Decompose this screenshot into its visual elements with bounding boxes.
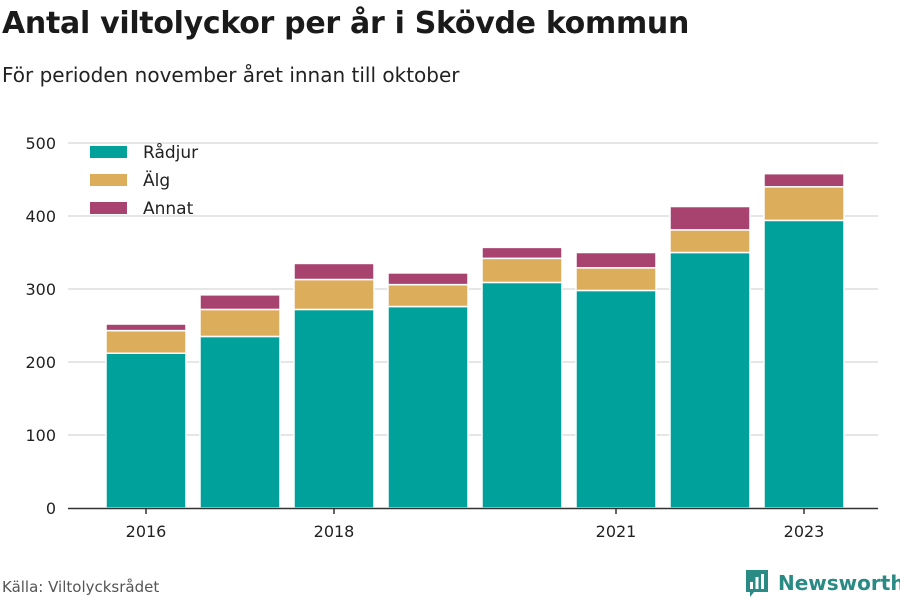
- x-tick-label: 2021: [596, 522, 637, 541]
- bar-segment: [763, 186, 845, 222]
- bar-segment: [105, 323, 187, 332]
- bar-segment: [669, 229, 751, 254]
- bar-segment: [387, 305, 469, 509]
- legend-label: Rådjur: [143, 142, 198, 163]
- bar-segment: [105, 329, 187, 354]
- source-note: Källa: Viltolycksrådet: [2, 578, 160, 596]
- legend-swatch: [90, 202, 127, 214]
- legend-label: Annat: [143, 199, 194, 219]
- bar-segment: [763, 172, 845, 188]
- bar-segment: [763, 219, 845, 509]
- bar-segment: [481, 257, 563, 284]
- bar-segment: [199, 294, 281, 311]
- bar-segment: [293, 262, 375, 281]
- bar-segment: [481, 246, 563, 260]
- bar-segment: [387, 283, 469, 308]
- bar-segment: [199, 308, 281, 338]
- brand-logo: Newsworthy: [744, 568, 900, 598]
- bar-segment: [575, 267, 657, 292]
- bar-segment: [105, 352, 187, 509]
- bar-chart-logo-icon: [746, 570, 768, 597]
- legend-swatch: [90, 146, 127, 158]
- brand-name: Newsworthy: [778, 571, 900, 595]
- bar-segment: [481, 281, 563, 509]
- bar-segment: [293, 308, 375, 509]
- y-tick-label: 200: [25, 353, 56, 372]
- bar-segment: [669, 205, 751, 231]
- bar-segment: [575, 251, 657, 269]
- y-tick-label: 300: [25, 280, 56, 299]
- x-tick-label: 2023: [784, 522, 825, 541]
- y-tick-label: 100: [25, 426, 56, 445]
- x-tick-label: 2016: [126, 522, 167, 541]
- bar-segment: [669, 251, 751, 509]
- legend-swatch: [90, 174, 127, 186]
- y-tick-label: 500: [25, 134, 56, 153]
- chart-subtitle: För perioden november året innan till ok…: [2, 63, 460, 87]
- chart-title: Antal viltolyckor per år i Skövde kommun: [2, 6, 690, 41]
- bar-segment: [293, 278, 375, 311]
- x-tick-label: 2018: [314, 522, 355, 541]
- bar-segment: [199, 335, 281, 509]
- y-tick-label: 0: [46, 499, 56, 518]
- y-tick-label: 400: [25, 207, 56, 226]
- bar-segment: [575, 289, 657, 509]
- bar-segment: [387, 272, 469, 286]
- legend-label: Älg: [143, 170, 170, 191]
